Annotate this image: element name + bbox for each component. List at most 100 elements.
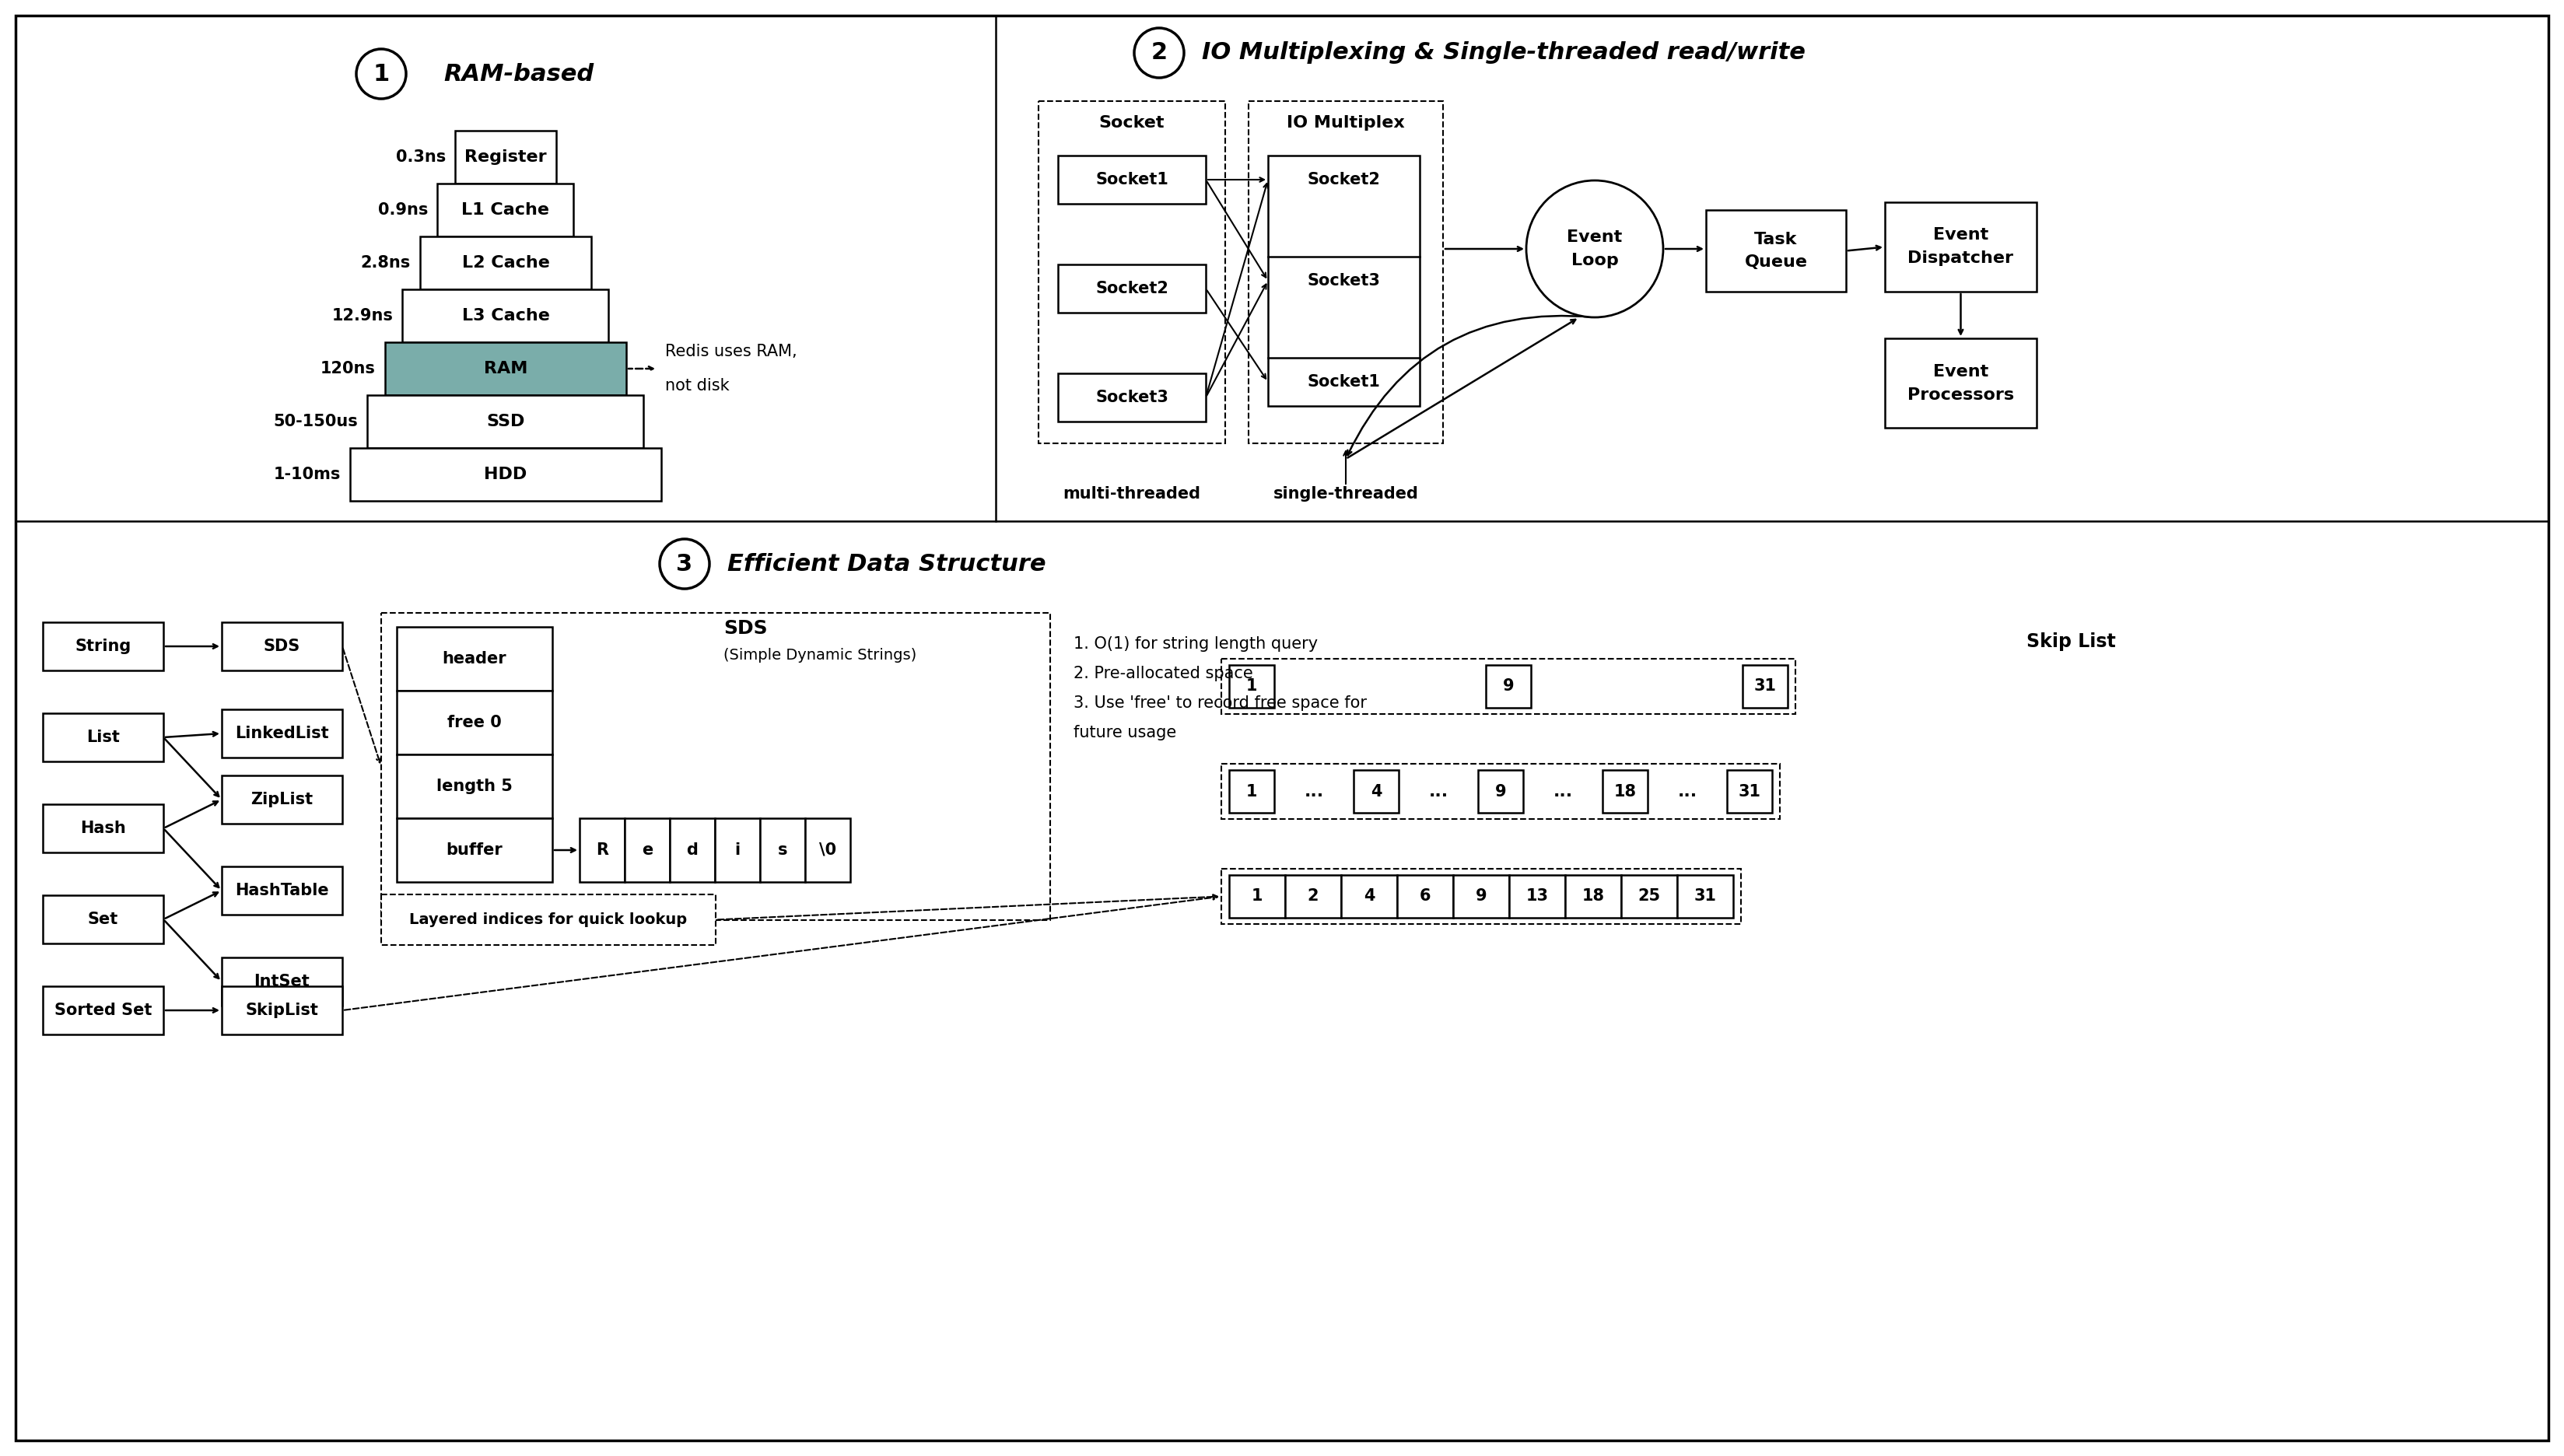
Text: 13: 13 bbox=[1526, 888, 1549, 904]
Text: R: R bbox=[595, 843, 608, 858]
Bar bbox=[397, 628, 551, 690]
Text: Task: Task bbox=[1754, 232, 1797, 248]
Text: i: i bbox=[736, 843, 741, 858]
Text: 9: 9 bbox=[1495, 783, 1505, 799]
Bar bbox=[1477, 770, 1523, 812]
Text: header: header bbox=[444, 651, 508, 667]
Circle shape bbox=[1526, 181, 1664, 317]
Text: 2: 2 bbox=[1308, 888, 1318, 904]
Bar bbox=[1728, 770, 1772, 812]
Text: e: e bbox=[641, 843, 654, 858]
Bar bbox=[367, 395, 644, 448]
Bar bbox=[221, 776, 341, 824]
Text: String: String bbox=[74, 639, 131, 654]
Text: Socket3: Socket3 bbox=[1095, 390, 1169, 405]
Text: Efficient Data Structure: Efficient Data Structure bbox=[728, 553, 1046, 575]
Text: SSD: SSD bbox=[487, 414, 526, 430]
Text: Socket1: Socket1 bbox=[1095, 172, 1169, 188]
Bar bbox=[1220, 764, 1779, 818]
Text: 18: 18 bbox=[1613, 783, 1636, 799]
Text: ...: ... bbox=[1305, 783, 1323, 799]
Text: 25: 25 bbox=[1638, 888, 1661, 904]
Bar bbox=[44, 895, 164, 943]
Text: HDD: HDD bbox=[485, 467, 528, 482]
Text: Register: Register bbox=[464, 150, 546, 165]
Bar bbox=[1744, 665, 1787, 708]
Text: 31: 31 bbox=[1695, 888, 1715, 904]
Text: 12.9ns: 12.9ns bbox=[331, 309, 392, 323]
Bar bbox=[221, 958, 341, 1006]
Bar bbox=[1602, 770, 1649, 812]
Bar bbox=[626, 818, 669, 882]
Bar bbox=[1510, 875, 1564, 917]
Text: 4: 4 bbox=[1372, 783, 1382, 799]
Bar bbox=[397, 754, 551, 818]
Bar bbox=[1564, 875, 1620, 917]
Text: (Simple Dynamic Strings): (Simple Dynamic Strings) bbox=[723, 648, 915, 662]
Bar bbox=[1228, 665, 1274, 708]
Bar bbox=[44, 986, 164, 1034]
Text: 1: 1 bbox=[1246, 783, 1256, 799]
Text: HashTable: HashTable bbox=[236, 882, 328, 898]
Bar bbox=[1059, 265, 1205, 313]
Text: 0.3ns: 0.3ns bbox=[395, 150, 446, 165]
Text: SDS: SDS bbox=[264, 639, 300, 654]
Bar bbox=[1228, 770, 1274, 812]
Bar bbox=[454, 131, 556, 183]
Bar bbox=[805, 818, 851, 882]
Text: 2: 2 bbox=[1151, 42, 1167, 64]
Text: Sorted Set: Sorted Set bbox=[54, 1003, 151, 1018]
Text: Socket: Socket bbox=[1100, 115, 1164, 131]
Text: Redis uses RAM,: Redis uses RAM, bbox=[664, 344, 797, 360]
Text: 1: 1 bbox=[1246, 678, 1256, 695]
Bar bbox=[1059, 373, 1205, 422]
Bar bbox=[1677, 875, 1733, 917]
Text: length 5: length 5 bbox=[436, 779, 513, 794]
Bar bbox=[1454, 875, 1510, 917]
Bar bbox=[1059, 156, 1205, 204]
Text: Processors: Processors bbox=[1908, 387, 2015, 402]
Text: RAM: RAM bbox=[485, 361, 528, 377]
Text: List: List bbox=[87, 729, 121, 745]
Circle shape bbox=[356, 50, 405, 99]
Bar bbox=[382, 613, 1051, 920]
Bar bbox=[1341, 875, 1397, 917]
Bar bbox=[44, 713, 164, 761]
Text: \0: \0 bbox=[818, 843, 836, 858]
Text: 1. O(1) for string length query: 1. O(1) for string length query bbox=[1074, 636, 1318, 652]
Text: IntSet: IntSet bbox=[254, 974, 310, 989]
Text: future usage: future usage bbox=[1074, 725, 1177, 741]
Bar bbox=[420, 236, 592, 290]
Text: 9: 9 bbox=[1503, 678, 1515, 695]
Text: ...: ... bbox=[1554, 783, 1572, 799]
Text: buffer: buffer bbox=[446, 843, 503, 858]
Bar bbox=[1220, 869, 1741, 925]
Text: s: s bbox=[777, 843, 787, 858]
Bar bbox=[438, 183, 574, 236]
Text: ...: ... bbox=[1677, 783, 1697, 799]
Text: SDS: SDS bbox=[723, 619, 767, 638]
Bar bbox=[385, 342, 626, 395]
Text: IO Multiplex: IO Multiplex bbox=[1287, 115, 1405, 131]
Text: 1: 1 bbox=[372, 63, 390, 84]
Bar bbox=[1885, 202, 2036, 291]
Bar bbox=[221, 709, 341, 757]
Bar bbox=[1228, 875, 1285, 917]
Text: 2.8ns: 2.8ns bbox=[362, 255, 410, 271]
Bar bbox=[1269, 156, 1420, 406]
Text: 2. Pre-allocated space: 2. Pre-allocated space bbox=[1074, 665, 1254, 681]
Text: 50-150us: 50-150us bbox=[274, 414, 359, 430]
Bar bbox=[1220, 658, 1795, 713]
Text: RAM-based: RAM-based bbox=[444, 63, 595, 84]
Bar bbox=[397, 818, 551, 882]
Text: 1: 1 bbox=[1251, 888, 1261, 904]
Text: d: d bbox=[687, 843, 697, 858]
Bar bbox=[1705, 210, 1846, 291]
Bar bbox=[221, 622, 341, 670]
Text: 4: 4 bbox=[1364, 888, 1374, 904]
Text: ...: ... bbox=[1428, 783, 1449, 799]
Text: 9: 9 bbox=[1474, 888, 1487, 904]
Text: 3. Use 'free' to record free space for: 3. Use 'free' to record free space for bbox=[1074, 696, 1367, 711]
Bar bbox=[759, 818, 805, 882]
Text: L2 Cache: L2 Cache bbox=[462, 255, 549, 271]
